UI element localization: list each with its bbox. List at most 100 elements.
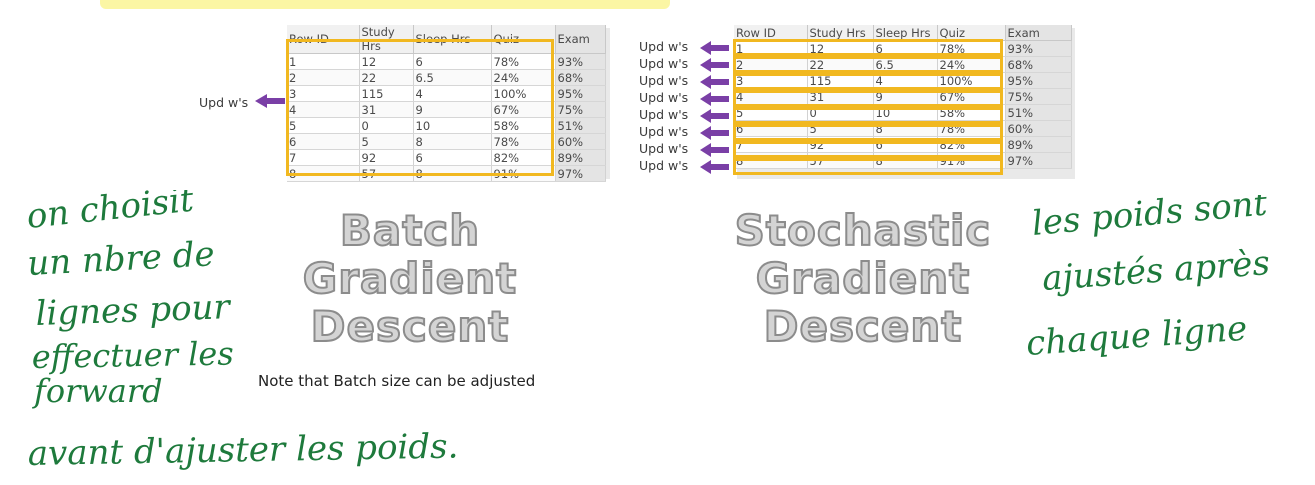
row-highlight-outline <box>733 124 1003 141</box>
table-cell: 1 <box>287 53 360 70</box>
table-cell: 24% <box>491 69 556 86</box>
title-line: Stochastic <box>734 206 992 256</box>
handwritten-line: forward <box>32 372 163 410</box>
table-cell: 75% <box>555 101 606 118</box>
title-line: Descent <box>310 302 510 352</box>
sgd-update-label: Upd w's <box>639 90 689 105</box>
table-cell: 6 <box>287 133 360 150</box>
sgd-update-label: Upd w's <box>639 56 689 71</box>
table-cell: 3 <box>287 85 360 102</box>
handwritten-line: un nbre de <box>26 234 215 284</box>
table-row: 2 22 6.5 24% 68% <box>734 56 1072 73</box>
table-cell: 93% <box>1005 40 1072 57</box>
row-highlight-outline <box>733 73 1003 90</box>
table-cell: 100% <box>491 85 556 102</box>
title-line: Batch <box>339 206 481 256</box>
table-cell: 89% <box>555 149 606 166</box>
handwritten-line: chaque ligne <box>1025 309 1249 364</box>
left-arrow-icon <box>700 126 729 140</box>
table-cell: 8 <box>413 133 492 150</box>
table-cell: 115 <box>359 85 414 102</box>
sgd-title: Stochastic Gradient Descent <box>718 206 1008 352</box>
batch-gd-title: Batch Gradient Descent <box>280 206 540 352</box>
left-arrow-icon <box>700 143 729 157</box>
table-row: 1 12 6 78% 93% <box>287 53 606 70</box>
handwritten-line: ajustés après <box>1041 243 1271 299</box>
table-cell: 2 <box>287 69 360 86</box>
row-highlight-outline <box>733 39 1003 56</box>
top-highlight-strip <box>100 0 670 9</box>
table-cell: 1 <box>734 40 808 57</box>
table-cell: 115 <box>807 72 874 89</box>
handwritten-line: les poids sont <box>1030 195 1269 244</box>
row-highlight-outline <box>733 56 1003 73</box>
table-cell: 10 <box>413 117 492 134</box>
title-line: Gradient <box>302 254 518 304</box>
table-cell: 67% <box>491 101 556 118</box>
table-cell: 5 <box>359 133 414 150</box>
table-cell: 89% <box>1005 136 1072 153</box>
left-arrow-icon <box>255 94 285 108</box>
sgd-update-label: Upd w's <box>639 141 689 156</box>
table-cell: 60% <box>555 133 606 150</box>
row-highlight-outline <box>733 141 1003 158</box>
sgd-update-label: Upd w's <box>639 158 689 173</box>
table-cell: 95% <box>555 85 606 102</box>
sgd-update-label: Upd w's <box>639 124 689 139</box>
table-row: 3 115 4 100% 95% <box>287 85 606 102</box>
table-cell: 68% <box>555 69 606 86</box>
table-cell: 97% <box>1005 152 1072 169</box>
column-header: Sleep Hrs <box>873 25 938 41</box>
table-cell: 5 <box>287 117 360 134</box>
table-cell: 6.5 <box>413 69 492 86</box>
table-cell: 78% <box>491 53 556 70</box>
table-row: 5 0 10 58% 51% <box>287 117 606 134</box>
table-cell: 6 <box>413 149 492 166</box>
table-cell: 60% <box>1005 120 1072 137</box>
row-highlight-outline <box>733 107 1003 124</box>
handwritten-line: effectuer les <box>31 334 234 376</box>
table-cell: 6 <box>413 53 492 70</box>
table-cell: 4 <box>873 72 938 89</box>
left-arrow-icon <box>700 58 729 72</box>
table-cell: 6 <box>873 40 938 57</box>
batch-highlight-outline <box>286 39 554 176</box>
table-row: 4 31 9 67% 75% <box>287 101 606 118</box>
table-cell: 93% <box>555 53 606 70</box>
table-cell: 51% <box>555 117 606 134</box>
table-cell: 12 <box>359 53 414 70</box>
table-cell: 95% <box>1005 72 1072 89</box>
batch-size-note: Note that Batch size can be adjusted <box>258 372 536 390</box>
column-header: Quiz <box>937 25 1006 41</box>
table-row: 6 5 8 78% 60% <box>287 133 606 150</box>
table-cell: 78% <box>491 133 556 150</box>
table-cell: 3 <box>734 72 808 89</box>
row-highlight-outline <box>733 90 1003 107</box>
table-row: 7 92 6 82% 89% <box>287 149 606 166</box>
table-cell: 82% <box>491 149 556 166</box>
handwritten-line: on choisit <box>25 190 196 237</box>
sgd-update-label: Upd w's <box>639 107 689 122</box>
handwritten-line: avant d'ajuster les poids. <box>27 426 458 474</box>
table-cell: 9 <box>413 101 492 118</box>
title-line: Descent <box>763 302 963 352</box>
sgd-update-label: Upd w's <box>639 73 689 88</box>
column-header: Exam <box>1005 25 1072 41</box>
table-row: 4 31 9 67% 75% <box>734 88 1072 105</box>
column-header: Study Hrs <box>807 25 874 41</box>
table-cell: 22 <box>359 69 414 86</box>
table-cell: 4 <box>413 85 492 102</box>
table-row: 1 12 6 78% 93% <box>734 40 1072 57</box>
left-arrow-icon <box>700 92 729 106</box>
left-arrow-icon <box>700 109 729 123</box>
table-cell: 51% <box>1005 104 1072 121</box>
table-cell: 12 <box>807 40 874 57</box>
table-cell: 58% <box>491 117 556 134</box>
table-cell: 2 <box>734 56 808 73</box>
sgd-data-table: Row ID Study Hrs Sleep Hrs Quiz Exam 1 12… <box>734 25 1072 169</box>
table-cell: 0 <box>359 117 414 134</box>
left-arrow-icon <box>700 75 729 89</box>
handwritten-note-right: les poids sont ajustés après chaque lign… <box>1005 184 1310 400</box>
table-cell: 31 <box>359 101 414 118</box>
batch-update-label: Upd w's <box>199 95 249 110</box>
